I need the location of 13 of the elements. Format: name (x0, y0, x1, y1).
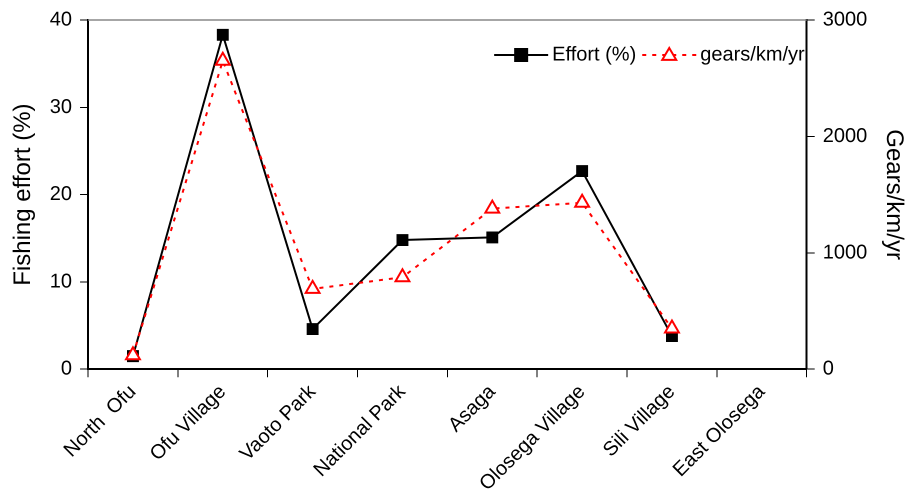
y-tick-label: 20 (50, 183, 72, 206)
legend-label: Effort (%) (552, 44, 636, 66)
y-axis-title: Fishing effort (%) (9, 103, 36, 286)
y-tick-label: 10 (50, 270, 72, 292)
y2-tick-label: 1000 (822, 241, 868, 264)
y-tick-label: 30 (50, 96, 72, 118)
y2-tick-label: 2000 (822, 124, 868, 147)
y-tick-label: 40 (50, 8, 72, 31)
y-tick-label: 0 (60, 358, 72, 380)
y2-tick-label: 3000 (822, 8, 868, 31)
y2-tick-label: 0 (822, 358, 834, 380)
legend-label: gears/km/yr (700, 44, 806, 66)
y2-axis-title: Gears/km/yr (880, 129, 908, 260)
